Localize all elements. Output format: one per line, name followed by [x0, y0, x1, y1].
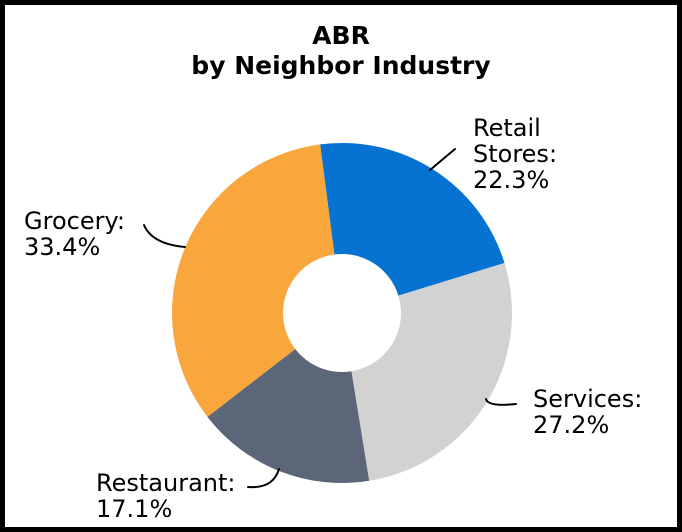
label-retail-stores-value: 22.3% [473, 166, 550, 194]
label-services: Services: 27.2% [533, 386, 642, 438]
label-grocery-line-1: Grocery: [24, 207, 125, 235]
label-grocery-value: 33.4% [24, 233, 101, 261]
label-services-line-1: Services: [533, 385, 643, 413]
leader-line-retail-stores [429, 148, 456, 171]
leader-line-services [485, 398, 517, 406]
leader-lines [143, 148, 517, 489]
slice-grocery [171, 144, 335, 417]
label-restaurant: Restaurant: 17.1% [96, 470, 235, 522]
chart-title: ABR by Neighbor Industry [5, 21, 677, 81]
chart-title-line-1: ABR [312, 21, 370, 50]
slice-services [351, 262, 513, 481]
label-restaurant-value: 17.1% [96, 495, 173, 523]
label-retail-stores: Retail Stores: 22.3% [473, 115, 557, 193]
slice-retail-stores [320, 143, 505, 296]
label-retail-stores-line-1: Retail [473, 114, 541, 142]
label-retail-stores-line-2: Stores: [473, 140, 558, 168]
leader-line-restaurant [247, 468, 280, 489]
label-grocery: Grocery: 33.4% [24, 208, 125, 260]
label-services-value: 27.2% [533, 411, 610, 439]
label-restaurant-line-1: Restaurant: [96, 469, 236, 497]
slice-restaurant [207, 349, 370, 483]
donut-chart [143, 143, 517, 489]
leader-line-grocery [143, 224, 186, 248]
chart-title-line-2: by Neighbor Industry [191, 51, 491, 80]
donut-slices [171, 143, 513, 483]
